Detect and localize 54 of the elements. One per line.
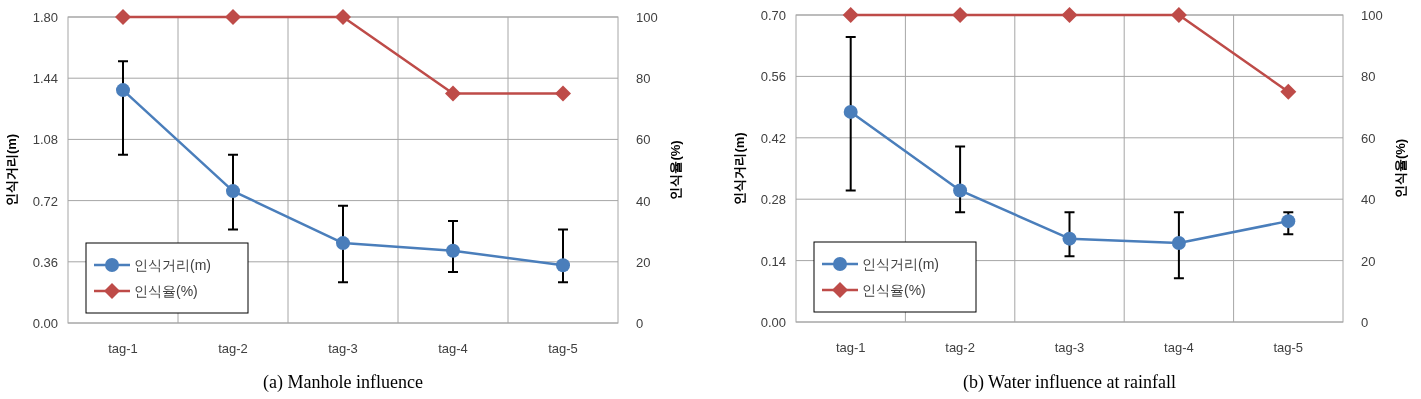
text: (a) Manhole influence xyxy=(263,372,423,393)
y-tick-label: 0.36 xyxy=(32,254,58,270)
y-tick-label: 0.00 xyxy=(32,316,58,331)
point xyxy=(446,243,460,258)
x-tick-label: tag-2 xyxy=(218,341,248,356)
text: (b) Water influence at rainfall xyxy=(962,372,1177,393)
y-tick-label: 0.42 xyxy=(760,130,786,146)
y-tick-label: 0.00 xyxy=(760,315,786,330)
x-tick-label: tag-2 xyxy=(945,340,975,355)
x-tick-label: tag-1 xyxy=(108,341,138,356)
y2-tick-label: 60 xyxy=(1361,130,1376,146)
y2-tick-label: 20 xyxy=(636,254,651,270)
y2-tick-label: 20 xyxy=(1361,253,1376,269)
y-tick-label: 0.70 xyxy=(760,8,786,23)
y-tick-label: 0.72 xyxy=(32,193,58,209)
y2-tick-label: 60 xyxy=(636,132,651,148)
x-tick-label: tag-3 xyxy=(328,341,358,356)
legend-label: 인식율(%) xyxy=(862,282,926,298)
point xyxy=(1062,231,1077,246)
y2-tick-label: 100 xyxy=(1361,8,1383,23)
x-tick-label: tag-1 xyxy=(835,340,866,355)
point xyxy=(1171,236,1186,251)
y-tick-label: 0.28 xyxy=(760,192,786,208)
y2-axis-title: 인식율(%) xyxy=(668,140,683,200)
y-tick-label: 1.08 xyxy=(32,132,58,148)
point xyxy=(843,104,858,119)
legend-label: 인식거리(m) xyxy=(134,257,211,273)
y2-tick-label: 0 xyxy=(636,316,644,331)
y2-tick-label: 80 xyxy=(636,71,651,87)
point xyxy=(336,236,350,251)
point xyxy=(556,258,570,273)
point xyxy=(226,184,240,199)
x-tick-label: tag-4 xyxy=(438,341,468,356)
y2-tick-label: 100 xyxy=(636,10,658,25)
y2-tick-label: 0 xyxy=(1361,315,1369,330)
point xyxy=(1281,214,1296,229)
x-tick-label: tag-5 xyxy=(1273,340,1304,355)
y-tick-label: 1.80 xyxy=(32,10,58,25)
y-tick-label: 0.56 xyxy=(760,69,786,85)
x-tick-label: tag-4 xyxy=(1164,340,1194,355)
legend-label: 인식율(%) xyxy=(134,283,198,299)
legend-label: 인식거리(m) xyxy=(862,256,939,272)
y2-tick-label: 80 xyxy=(1361,69,1376,85)
y-tick-label: 1.44 xyxy=(32,71,58,87)
y-axis-title: 인식거리(m) xyxy=(4,133,19,207)
point xyxy=(953,183,968,198)
y2-tick-label: 40 xyxy=(636,193,651,209)
y-axis-title: 인식거리(m) xyxy=(732,132,747,205)
y2-tick-label: 40 xyxy=(1361,192,1376,208)
x-tick-label: tag-3 xyxy=(1054,340,1085,355)
y-tick-label: 0.14 xyxy=(760,253,786,269)
y2-axis-title: 인식율(%) xyxy=(1393,138,1408,199)
x-tick-label: tag-5 xyxy=(548,341,578,356)
point xyxy=(116,83,130,98)
